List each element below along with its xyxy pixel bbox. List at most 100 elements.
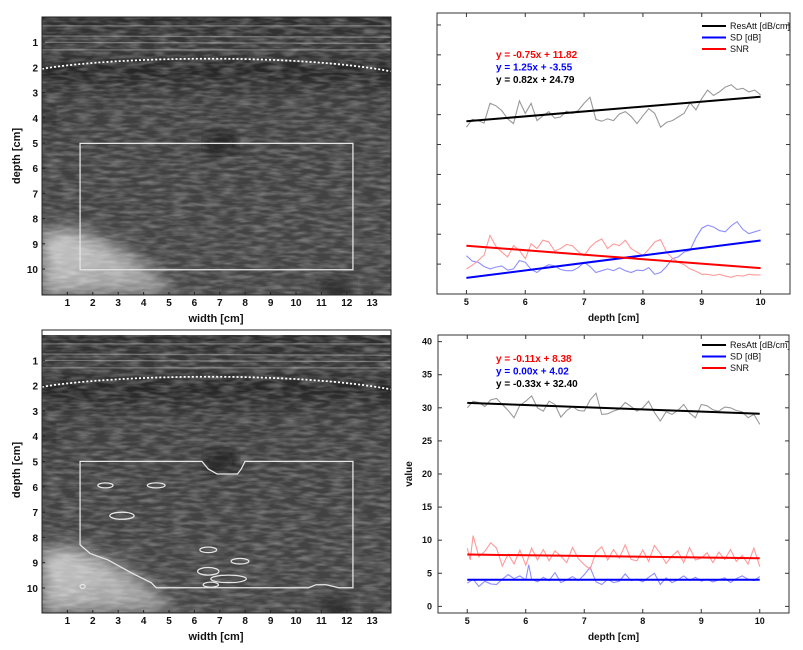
- x-tick-label: 6: [523, 616, 528, 626]
- line-chart-top: 5 6 7 8 9 10 ResAtt [dB/cm] SD [dB]SNR y = -0.75…: [436, 12, 791, 324]
- sd-series-line: [466, 220, 761, 275]
- x-tick-label: 9: [268, 616, 274, 627]
- y-tick-label: 4: [32, 432, 38, 443]
- x-tick-label: 5: [166, 616, 172, 627]
- excluded-region-contour: [202, 581, 220, 588]
- x-tick-label: 1: [65, 298, 71, 309]
- y-tick-label: 1: [32, 38, 38, 49]
- excluded-region-contour: [146, 482, 166, 489]
- y-axis-label: depth [cm]: [11, 442, 23, 499]
- x-tick-label: 5: [465, 616, 470, 626]
- excluded-region-contour: [196, 566, 220, 576]
- x-tick-label: 12: [341, 298, 353, 309]
- excluded-region-contour: [210, 574, 247, 584]
- x-tick-label: 9: [699, 297, 704, 307]
- y-tick-label: 9: [32, 240, 38, 251]
- snr-fit-equation: y = -0.11x + 8.38: [496, 354, 572, 365]
- x-tick-label: 6: [523, 297, 528, 307]
- y-ticks-bottom-image: 1 2 3 4 5 6 7 8 9 10: [27, 356, 45, 595]
- y-ticks-top-image: 1 2 3 4 5 6 7 8 9 10: [27, 38, 45, 276]
- x-tick-label: 10: [756, 297, 766, 307]
- y-tick-label: 6: [32, 483, 38, 494]
- y-tick-label: 8: [32, 215, 38, 226]
- legend-resatt-label: ResAtt [dB/cm]: [730, 21, 790, 31]
- excluded-region-contour: [230, 557, 250, 565]
- y-tick-label: 5: [427, 568, 432, 578]
- y-tick-label: 5: [32, 139, 38, 150]
- y-tick-label: 6: [32, 164, 38, 175]
- legend-resatt-label: ResAtt [dB/cm]: [730, 340, 790, 350]
- sd-fit-equation: y = 0.00x + 4.02: [496, 367, 569, 378]
- x-tick-label: 8: [242, 616, 248, 627]
- legend-snr-label: SNR: [730, 44, 750, 54]
- resatt-fit-line: [466, 95, 761, 123]
- x-tick-label: 9: [699, 616, 704, 626]
- ultrasound-image-bottom: [38, 335, 391, 618]
- x-tick-label: 2: [90, 298, 96, 309]
- x-tick-label: 3: [115, 616, 121, 627]
- y-tick-label: 30: [422, 403, 432, 413]
- roi-rectangle: [79, 142, 354, 271]
- resatt-fit-line: [467, 401, 760, 415]
- x-tick-label: 13: [367, 298, 379, 309]
- y-axis-label: depth [cm]: [11, 128, 23, 185]
- resatt-series-line: [466, 392, 761, 425]
- x-tick-label: 10: [290, 298, 302, 309]
- x-tick-label: 1: [65, 616, 71, 627]
- x-ticks-bottom-image: 1 2 3 4 5 6 7 8 9 10 11 12 13: [65, 610, 379, 627]
- excluded-region-contour: [109, 511, 135, 520]
- y-tick-label: 3: [32, 407, 38, 418]
- excluded-region-contour: [199, 546, 218, 554]
- ultrasound-image-top: [38, 17, 391, 300]
- x-tick-label: 7: [582, 297, 587, 307]
- y-axis-label: value: [404, 461, 415, 487]
- legend-snr-label: SNR: [730, 363, 750, 373]
- y-tick-label: 1: [32, 356, 38, 367]
- x-tick-label: 8: [640, 616, 645, 626]
- x-tick-label: 13: [367, 616, 379, 627]
- sd-fit-equation: y = 1.25x + -3.55: [496, 63, 573, 74]
- roi-segmented-contour: [79, 460, 354, 589]
- y-tick-label: 8: [32, 533, 38, 544]
- y-tick-label: 7: [32, 508, 38, 519]
- x-tick-label: 6: [192, 298, 198, 309]
- y-tick-label: 2: [32, 382, 38, 393]
- y-tick-label: 40: [422, 337, 432, 347]
- x-tick-label: 2: [90, 616, 96, 627]
- sd-fit-line: [466, 239, 761, 279]
- plot-area: [437, 334, 790, 614]
- x-tick-label: 5: [464, 297, 469, 307]
- x-tick-label: 6: [192, 616, 198, 627]
- resatt-series-line: [465, 84, 761, 129]
- y-tick-label: 3: [32, 89, 38, 100]
- excluded-region-contour: [97, 482, 114, 489]
- snr-fit-line: [467, 553, 760, 560]
- legend-sd-label: SD [dB]: [730, 33, 761, 43]
- y-tick-label: 7: [32, 189, 38, 200]
- x-tick-label: 10: [755, 616, 765, 626]
- snr-series-line: [466, 233, 761, 278]
- x-axis-label: depth [cm]: [588, 632, 639, 643]
- resatt-fit-equation: y = -0.33x + 32.40: [496, 379, 578, 390]
- x-ticks-top-image: 1 2 3 4 5 6 7 8 9 10 11 12 13: [65, 292, 379, 309]
- y-tick-label: 20: [422, 469, 432, 479]
- y-tick-label: 4: [32, 114, 38, 125]
- x-tick-label: 8: [640, 297, 645, 307]
- x-tick-label: 7: [217, 298, 223, 309]
- line-chart-bottom: 5 6 7 8 9 10 0 5 10 15 20 25 30 35 40 ResAtt [dB/cm] SD …: [404, 334, 790, 643]
- x-tick-label: 8: [242, 298, 248, 309]
- y-tick-label: 35: [422, 370, 432, 380]
- y-tick-label: 10: [27, 265, 39, 276]
- plot-area: [436, 12, 791, 295]
- x-tick-label: 9: [268, 298, 274, 309]
- y-tick-label: 9: [32, 559, 38, 570]
- x-tick-label: 7: [582, 616, 587, 626]
- x-tick-label: 11: [316, 616, 327, 627]
- x-tick-label: 11: [316, 298, 327, 309]
- x-axis-label: width [cm]: [188, 313, 244, 325]
- excluded-region-contour: [79, 583, 86, 590]
- x-tick-label: 4: [141, 616, 147, 627]
